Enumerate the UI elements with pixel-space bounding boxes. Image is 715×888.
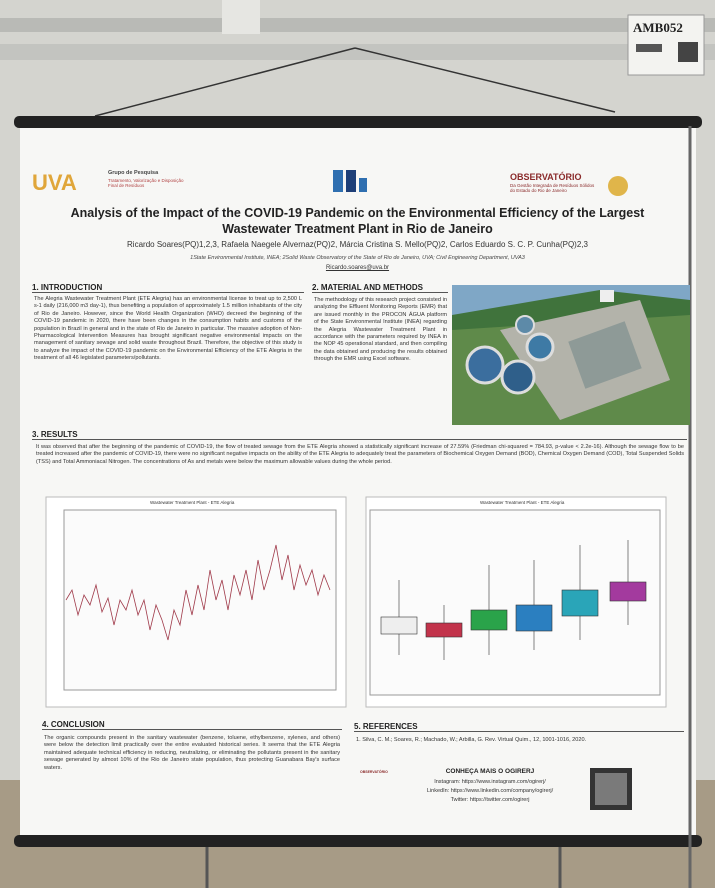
contact-twitter: Twitter: https://twitter.com/ogirerj [450,797,530,803]
logo-mark [608,176,628,196]
section-heading: 1. INTRODUCTION [32,283,304,293]
section-text: The organic compounds present in the san… [44,735,340,771]
rail [0,44,715,60]
string [354,47,616,113]
contact-instagram: Instagram: https://www.instagram.com/ogi… [434,779,546,785]
figure-title: Wastewater Treatment Plant - ETE Alegria [480,500,565,505]
poster [20,126,696,841]
plot-area [369,509,661,696]
uva-logo: UVA [32,170,77,195]
observatory-logo: OBSERVATÓRIO [510,172,582,182]
clip [222,0,260,34]
affiliations: 1State Environmental Institute, INEA; 2S… [190,255,525,261]
email: Ricardo.soares@uva.br [325,265,390,271]
group-name: Grupo de Pesquisa [108,170,159,176]
poster-title: Analysis of the Impact of the COVID-19 P… [70,206,645,237]
flow-series [65,544,331,641]
center-logo [333,170,367,192]
section-heading: 3. RESULTS [32,430,687,440]
tag-label: AMB052 [633,20,683,35]
qr [678,42,698,62]
string [94,47,356,117]
section-text: The Alegria Wastewater Treatment Plant (… [34,296,302,361]
section-heading: 5. REFERENCES [354,722,684,732]
group-sub: Tratamento, Valorização e Disposição Fin… [108,178,184,188]
rail [0,18,715,32]
figure-title: Wastewater Treatment Plant - ETE Alegria [150,500,235,505]
contact-logo: OBSERVATÓRIO [360,770,388,774]
section-text: It was observed that after the beginning… [36,444,684,465]
qr-code [595,773,627,805]
top-rod [14,116,702,128]
section-text: The methodology of this research project… [314,297,447,362]
section-heading: 4. CONCLUSION [42,720,342,730]
observatory-sub: Da Gestão Integrada de Resíduos Sólidos … [510,183,595,193]
bottom-rod [14,835,702,847]
plant-photo [452,285,690,425]
boxes [380,540,647,660]
plot-area [63,509,337,691]
contact-linkedin: LinkedIn: https://www.linkedin.com/compa… [426,788,554,794]
qr-code [590,768,632,810]
section-text: 1. Silva, C. M.; Soares, R.; Machado, W.… [356,737,587,743]
contact-heading: CONHEÇA MAIS O OGIRERJ [445,768,535,775]
authors: Ricardo Soares(PQ)1,2,3, Rafaela Naegele… [127,240,588,249]
section-heading: 2. MATERIAL AND METHODS [312,283,448,293]
barcode [636,44,662,52]
